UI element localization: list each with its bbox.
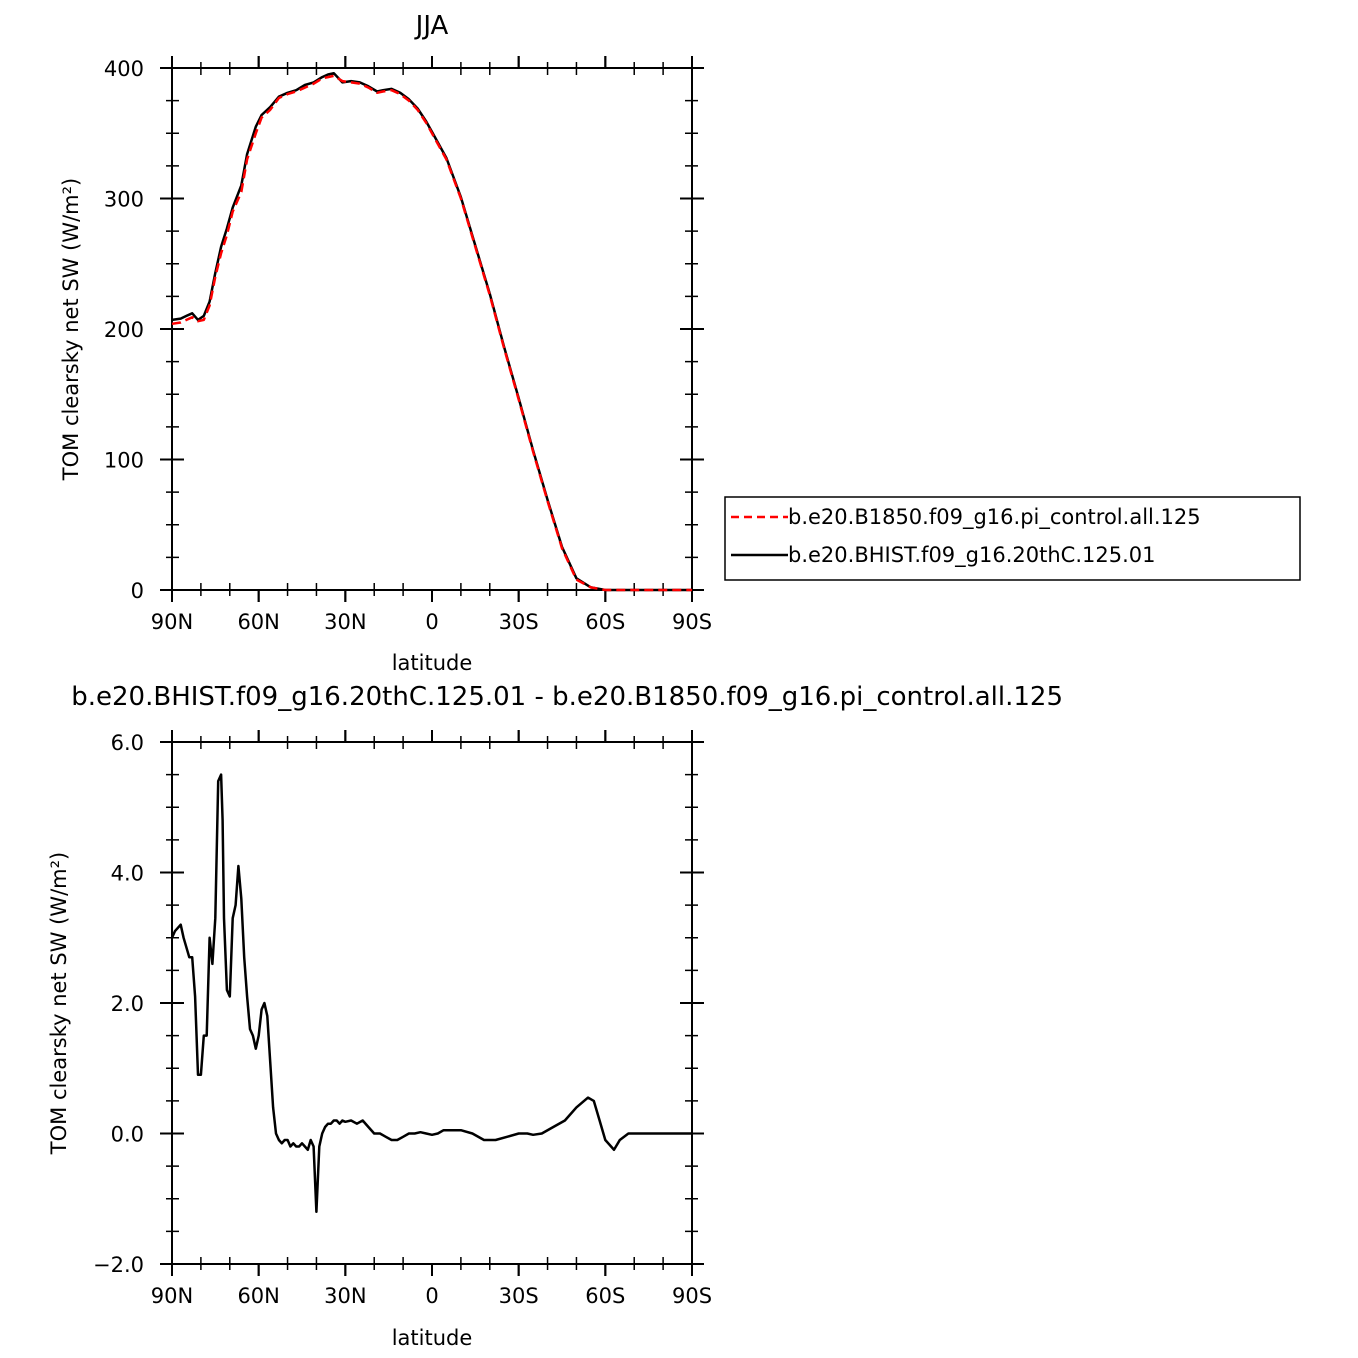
top-series-group bbox=[171, 71, 692, 592]
bottom-series-line-0 bbox=[170, 773, 692, 1214]
top-x-tick-label: 0 bbox=[425, 610, 438, 634]
top-y-tick-label: 400 bbox=[104, 57, 144, 81]
top-x-tick-label: 30S bbox=[499, 610, 539, 634]
bottom-plot-frame bbox=[171, 741, 693, 1265]
top-x-axis-title: latitude bbox=[392, 651, 473, 675]
top-x-tick-label: 60S bbox=[585, 610, 625, 634]
legend-frame bbox=[724, 496, 1301, 581]
bottom-y-axis-title: TOM clearsky net SW (W/m²) bbox=[47, 852, 71, 1155]
top-y-tick-label: 200 bbox=[104, 318, 144, 342]
top-x-tick-label: 60N bbox=[237, 610, 279, 634]
bottom-x-tick-label: 60S bbox=[585, 1284, 625, 1308]
legend: b.e20.B1850.f09_g16.pi_control.all.125 b… bbox=[724, 496, 1301, 581]
bottom-x-tick-label: 90S bbox=[672, 1284, 712, 1308]
bottom-x-tick-label: 30S bbox=[499, 1284, 539, 1308]
top-y-tick-label: 100 bbox=[104, 449, 144, 473]
bottom-x-tick-label: 30N bbox=[324, 1284, 366, 1308]
bottom-panel: b.e20.BHIST.f09_g16.20thC.125.01 - b.e20… bbox=[47, 682, 1063, 1350]
bottom-y-tick-label: 2.0 bbox=[111, 992, 144, 1016]
bottom-y-tick-label: 6.0 bbox=[111, 731, 144, 755]
bottom-panel-title: b.e20.BHIST.f09_g16.20thC.125.01 - b.e20… bbox=[71, 682, 1063, 712]
bottom-ticks: 90N 60N 30N 0 30S 60S 90S −2.0 0.0 2.0 4.0 6.0 bbox=[93, 730, 712, 1308]
legend-label-pi-control: b.e20.B1850.f09_g16.pi_control.all.125 bbox=[788, 505, 1201, 530]
bottom-x-tick-label: 90N bbox=[151, 1284, 193, 1308]
top-panel: JJA 90N 60N 30N 0 30S 60S 90S 0 100 200 300 400 lat… bbox=[59, 11, 712, 675]
bottom-x-axis-title: latitude bbox=[392, 1326, 473, 1350]
top-series-line-0 bbox=[171, 74, 692, 592]
top-y-tick-label: 300 bbox=[104, 188, 144, 212]
bottom-series-group bbox=[170, 773, 692, 1214]
top-x-tick-label: 30N bbox=[324, 610, 366, 634]
bottom-y-tick-label: 4.0 bbox=[111, 862, 144, 886]
bottom-y-tick-label: 0.0 bbox=[111, 1123, 144, 1147]
top-y-axis-title: TOM clearsky net SW (W/m²) bbox=[59, 178, 83, 481]
legend-label-20thc: b.e20.BHIST.f09_g16.20thC.125.01 bbox=[788, 543, 1155, 568]
top-panel-title: JJA bbox=[414, 11, 449, 41]
top-y-tick-label: 0 bbox=[131, 579, 144, 603]
bottom-x-tick-label: 60N bbox=[237, 1284, 279, 1308]
top-x-tick-label: 90S bbox=[672, 610, 712, 634]
bottom-x-tick-label: 0 bbox=[425, 1284, 438, 1308]
top-ticks: 90N 60N 30N 0 30S 60S 90S 0 100 200 300 400 bbox=[104, 56, 712, 634]
top-x-tick-label: 90N bbox=[151, 610, 193, 634]
bottom-y-tick-label: −2.0 bbox=[93, 1253, 144, 1277]
